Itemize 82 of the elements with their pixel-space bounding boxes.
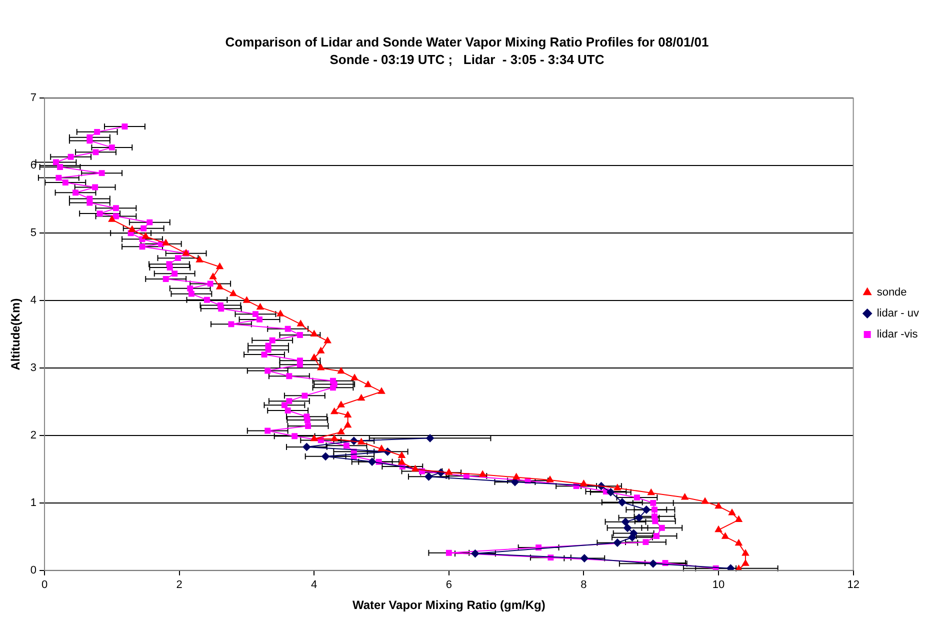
point bbox=[368, 458, 376, 466]
point bbox=[424, 472, 433, 481]
legend-label: lidar - uv bbox=[876, 308, 920, 320]
point bbox=[230, 290, 237, 296]
y-tick-label: 3 bbox=[30, 362, 37, 374]
point bbox=[742, 550, 750, 556]
chart-title: Comparison of Lidar and Sonde Water Vapor Mixing Ratio Profiles for 08/01/01 bbox=[225, 34, 709, 50]
y-axis-title: Altitude(Km) bbox=[8, 298, 23, 370]
x-tick-label: 8 bbox=[580, 579, 587, 592]
y-tick-label: 2 bbox=[30, 430, 37, 442]
point bbox=[445, 468, 452, 475]
point bbox=[378, 388, 386, 394]
point bbox=[216, 283, 224, 290]
point bbox=[330, 434, 338, 442]
point bbox=[209, 272, 217, 280]
point bbox=[580, 480, 588, 486]
point bbox=[322, 452, 330, 460]
legend-label: sonde bbox=[876, 286, 907, 299]
point bbox=[728, 509, 736, 516]
chart-subtitle: Sonde - 03:19 UTC ; Lidar - 3:05 - 3:34 UTC bbox=[330, 52, 605, 67]
point bbox=[613, 538, 622, 547]
point bbox=[398, 452, 406, 458]
x-tick-label: 6 bbox=[446, 579, 452, 592]
point bbox=[606, 488, 615, 496]
point bbox=[580, 554, 588, 562]
point bbox=[142, 232, 150, 239]
point bbox=[622, 518, 630, 526]
point bbox=[310, 354, 318, 360]
point bbox=[338, 401, 345, 408]
x-tick-label: 0 bbox=[41, 579, 48, 592]
x-tick-label: 12 bbox=[847, 579, 860, 592]
x-tick-label: 10 bbox=[712, 579, 725, 592]
point bbox=[243, 296, 250, 303]
x-axis-title: Water Vapor Mixing Ratio (gm/Kg) bbox=[352, 598, 546, 612]
point bbox=[364, 380, 372, 388]
y-tick-label: 4 bbox=[30, 294, 37, 307]
point bbox=[317, 364, 324, 370]
point bbox=[735, 516, 742, 522]
point bbox=[735, 539, 742, 546]
point bbox=[344, 411, 352, 418]
point bbox=[297, 320, 304, 326]
point bbox=[310, 330, 318, 337]
x-tick-label: 2 bbox=[176, 579, 182, 592]
point bbox=[722, 532, 729, 539]
point bbox=[702, 498, 709, 504]
point bbox=[642, 506, 650, 514]
y-tick-label: 1 bbox=[30, 496, 37, 509]
point bbox=[479, 470, 486, 477]
point bbox=[338, 428, 345, 434]
point bbox=[324, 337, 332, 344]
x-tick-label: 4 bbox=[311, 579, 318, 592]
point bbox=[714, 502, 722, 509]
point bbox=[512, 473, 520, 480]
point bbox=[412, 465, 419, 472]
point bbox=[648, 488, 655, 496]
point bbox=[681, 494, 688, 500]
point bbox=[317, 347, 324, 354]
point bbox=[471, 550, 480, 558]
y-tick-label: 7 bbox=[30, 92, 37, 104]
y-tick-label: 6 bbox=[30, 160, 37, 172]
point bbox=[216, 262, 224, 270]
y-tick-label: 0 bbox=[30, 564, 37, 576]
point bbox=[714, 526, 722, 532]
y-tick-label: 5 bbox=[30, 227, 37, 240]
point bbox=[256, 303, 264, 310]
point bbox=[624, 524, 632, 532]
point bbox=[358, 438, 365, 444]
point bbox=[351, 374, 358, 380]
point bbox=[162, 239, 170, 246]
point bbox=[330, 408, 338, 414]
point bbox=[649, 560, 658, 568]
point bbox=[742, 560, 750, 566]
point bbox=[618, 498, 626, 506]
legend-label: lidar -vis bbox=[876, 328, 918, 341]
point bbox=[358, 394, 365, 401]
point bbox=[128, 226, 136, 232]
point bbox=[338, 367, 345, 374]
point bbox=[344, 421, 352, 428]
point bbox=[302, 442, 311, 451]
point bbox=[378, 444, 386, 452]
point bbox=[108, 216, 116, 222]
point bbox=[426, 434, 434, 442]
